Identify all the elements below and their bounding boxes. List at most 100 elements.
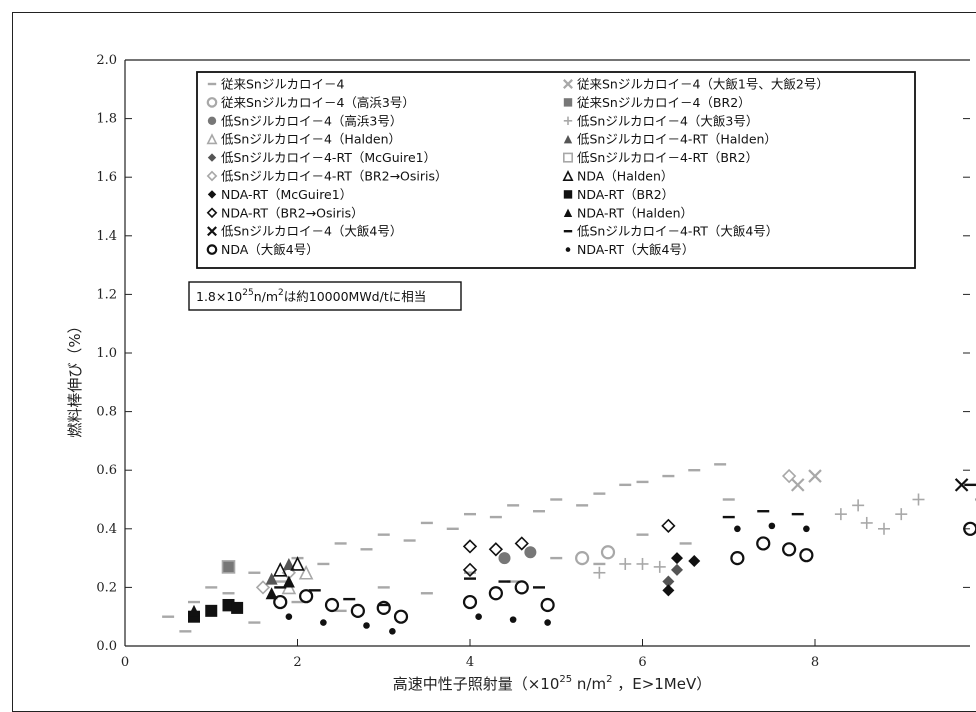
data-point (223, 561, 235, 573)
x-axis-label-segment: 25 (559, 674, 572, 685)
data-point (544, 619, 551, 626)
x-axis-label-segment: 高速中性子照射量（×10 (393, 675, 560, 693)
legend-label: 低Snジルカロイ－4（大飯4号） (221, 224, 402, 239)
data-point (913, 494, 925, 506)
x-tick-label: 6 (638, 655, 646, 670)
data-point (326, 599, 338, 611)
data-point (510, 616, 517, 623)
annotation-text: 1.8×1025n/m2は約10000MWd/tに相当 (196, 288, 426, 304)
data-point (803, 526, 810, 533)
data-point (320, 619, 327, 626)
data-point (516, 581, 528, 593)
legend-label: NDA（Halden） (577, 169, 673, 184)
legend-marker (564, 98, 572, 106)
series-18 (274, 476, 976, 605)
annotation-segment: 1.8×10 (196, 289, 242, 304)
data-point (783, 543, 795, 555)
data-point (464, 596, 476, 608)
series-6 (662, 552, 700, 596)
legend-label: NDA-RT（大飯4号） (577, 242, 694, 257)
y-tick-label: 1.0 (96, 346, 117, 361)
data-point (378, 602, 390, 614)
y-tick-label: 1.8 (96, 112, 117, 127)
data-point (363, 622, 370, 629)
data-point (352, 605, 364, 617)
data-point (852, 499, 864, 511)
y-tick-label: 0.4 (96, 522, 117, 537)
legend-label: NDA（大飯4号） (221, 242, 319, 257)
x-axis-label-segment: ，E>1MeV） (612, 675, 711, 693)
legend-label: 従来Snジルカロイ－4（大飯1号、大飯2号） (577, 77, 829, 92)
annotation-segment: は約10000MWd/tに相当 (284, 289, 426, 304)
data-point (792, 479, 804, 491)
data-point (809, 470, 821, 482)
x-tick-label: 0 (121, 655, 129, 670)
series-19 (286, 490, 976, 634)
annotation: 1.8×1025n/m2は約10000MWd/tに相当 (189, 282, 461, 310)
data-point (757, 537, 769, 549)
data-point (835, 508, 847, 520)
y-tick-label: 0.2 (96, 580, 117, 595)
x-axis-label-segment: n/m (572, 675, 606, 693)
data-point (593, 567, 605, 579)
y-tick-label: 1.6 (96, 170, 117, 185)
data-point (475, 613, 482, 620)
data-point (662, 520, 674, 532)
data-point (576, 552, 588, 564)
legend-label: NDA-RT（BR2） (577, 187, 674, 202)
data-point (637, 558, 649, 570)
y-axis-label: 燃料棒伸び（%） (66, 318, 84, 437)
data-point (300, 590, 312, 602)
data-point (395, 611, 407, 623)
series-0 (162, 464, 735, 631)
series-10 (792, 470, 821, 491)
legend-marker (208, 117, 216, 125)
series-8 (956, 464, 976, 491)
data-point (389, 628, 396, 635)
data-point (602, 546, 614, 558)
x-axis-label: 高速中性子照射量（×1025 n/m2 ，E>1MeV） (393, 674, 712, 693)
legend-marker (566, 247, 571, 252)
data-point (861, 517, 873, 529)
series-12 (593, 494, 924, 579)
legend-label: NDA-RT（BR2→Osiris） (221, 205, 364, 220)
data-point (769, 523, 776, 530)
legend-label: 従来Snジルカロイ－4 (221, 77, 344, 92)
y-tick-label: 0.0 (96, 639, 117, 654)
axis-labels: 高速中性子照射量（×1025 n/m2 ，E>1MeV）燃料棒伸び（%） (66, 318, 711, 693)
data-point (490, 587, 502, 599)
y-tick-label: 1.2 (96, 287, 117, 302)
data-point (499, 552, 511, 564)
data-points (162, 464, 976, 634)
legend-label: NDA-RT（McGuire1） (221, 187, 352, 202)
legend-marker (564, 190, 572, 198)
x-tick-label: 2 (293, 655, 301, 670)
x-tick-label: 8 (811, 655, 819, 670)
data-point (205, 605, 217, 617)
data-point (524, 546, 536, 558)
data-point (516, 537, 528, 549)
series-2 (499, 546, 537, 564)
data-point (464, 540, 476, 552)
legend-label: 低Snジルカロイ－4-RT（BR2→Osiris） (221, 169, 448, 184)
data-point (231, 602, 243, 614)
series-11 (223, 561, 235, 573)
legend-label: 低Snジルカロイ－4（Halden） (221, 132, 401, 147)
series-5 (257, 470, 795, 593)
y-tick-label: 0.8 (96, 405, 117, 420)
legend-label: 低Snジルカロイ－4（高浜3号） (221, 113, 402, 128)
data-point (286, 613, 293, 620)
x-tick-label: 4 (466, 655, 474, 670)
legend: 従来Snジルカロイ－4従来Snジルカロイ－4（高浜3号）低Snジルカロイ－4（高… (197, 72, 915, 268)
legend-label: NDA-RT（Halden） (577, 205, 693, 220)
data-point (800, 549, 812, 561)
data-point (731, 552, 743, 564)
legend-label: 従来Snジルカロイ－4（BR2） (577, 95, 751, 110)
data-point (662, 584, 674, 596)
data-point (671, 564, 683, 576)
data-point (490, 543, 502, 555)
data-point (654, 561, 666, 573)
data-point (542, 599, 554, 611)
y-tick-label: 0.6 (96, 463, 117, 478)
